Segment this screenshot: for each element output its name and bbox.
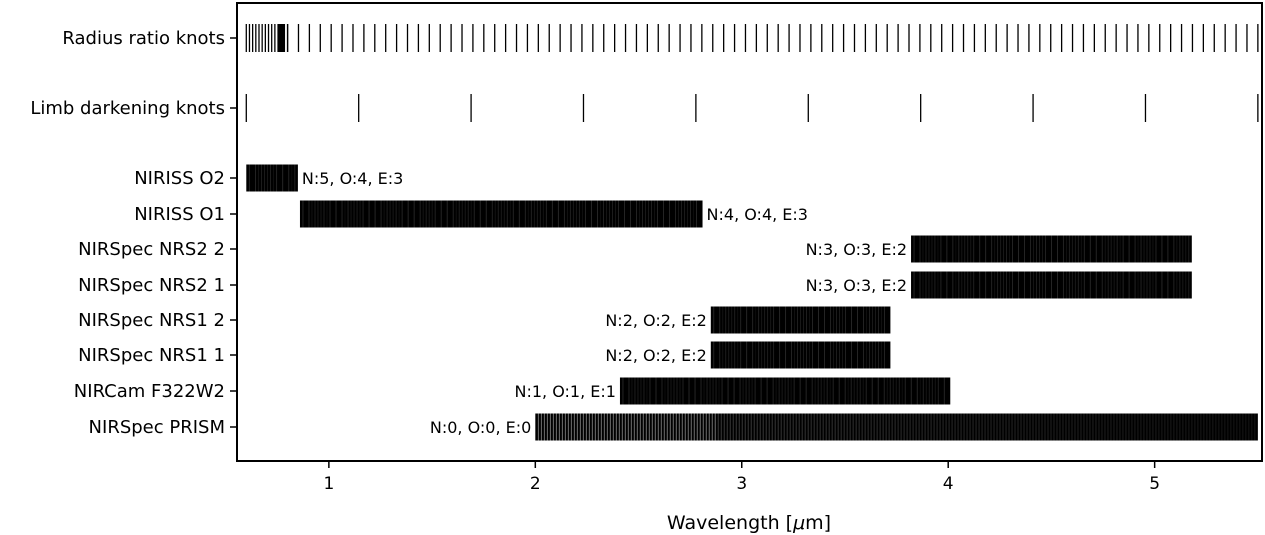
bar-0 bbox=[246, 164, 298, 192]
instrument-row-label-0: NIRISS O2 bbox=[134, 168, 225, 189]
bar-7 bbox=[535, 413, 1258, 441]
bar-1 bbox=[299, 200, 703, 228]
x-tick-label-4: 5 bbox=[1149, 474, 1160, 494]
bar-5 bbox=[710, 341, 891, 369]
instrument-row-label-6: NIRCam F322W2 bbox=[74, 381, 225, 402]
instrument-bars bbox=[246, 164, 1258, 441]
bar-annotations: N:5, O:4, E:3 N:4, O:4, E:3 N:3, O:3, E:2 N… bbox=[302, 169, 907, 437]
bar-annotation-6: N:1, O:1, E:1 bbox=[515, 382, 616, 401]
bar-4 bbox=[710, 306, 891, 334]
bar-annotation-4: N:2, O:2, E:2 bbox=[605, 311, 706, 330]
x-tick-label-0: 1 bbox=[323, 474, 334, 494]
x-axis-label-mu: μ bbox=[792, 512, 805, 534]
instrument-row-label-7: NIRSpec PRISM bbox=[89, 417, 225, 438]
bar-2 bbox=[911, 235, 1192, 263]
bar-annotation-7: N:0, O:0, E:0 bbox=[430, 418, 531, 437]
x-tick-label-3: 4 bbox=[943, 474, 954, 494]
x-axis-label-suffix: m] bbox=[805, 512, 831, 534]
instrument-row-label-4: NIRSpec NRS1 2 bbox=[78, 310, 225, 331]
x-ticks: 1 2 3 4 5 bbox=[323, 461, 1160, 494]
instrument-row-label-2: NIRSpec NRS2 2 bbox=[78, 239, 225, 260]
x-tick-label-2: 3 bbox=[736, 474, 747, 494]
instrument-row-label-3: NIRSpec NRS2 1 bbox=[78, 275, 225, 296]
x-axis-label-prefix: Wavelength [ bbox=[667, 512, 793, 534]
bar-annotation-5: N:2, O:2, E:2 bbox=[605, 346, 706, 365]
y-tick-labels: Radius ratio knots Limb darkening knots NI… bbox=[30, 28, 237, 438]
instrument-row-label-5: NIRSpec NRS1 1 bbox=[78, 345, 225, 366]
bar-annotation-1: N:4, O:4, E:3 bbox=[707, 205, 808, 224]
bar-annotation-2: N:3, O:3, E:2 bbox=[806, 240, 907, 259]
knot-row-label-0: Radius ratio knots bbox=[62, 28, 225, 49]
knot-marks bbox=[245, 24, 1259, 122]
bar-annotation-3: N:3, O:3, E:2 bbox=[806, 276, 907, 295]
plot-frame bbox=[236, 2, 1263, 462]
bar-6 bbox=[619, 377, 951, 405]
bar-3 bbox=[911, 271, 1192, 299]
bar-annotation-0: N:5, O:4, E:3 bbox=[302, 169, 403, 188]
knot-row-label-1: Limb darkening knots bbox=[30, 98, 225, 119]
x-tick-label-1: 2 bbox=[530, 474, 541, 494]
x-axis-label: Wavelength [μm] bbox=[667, 512, 831, 534]
instrument-row-label-1: NIRISS O1 bbox=[134, 204, 225, 225]
